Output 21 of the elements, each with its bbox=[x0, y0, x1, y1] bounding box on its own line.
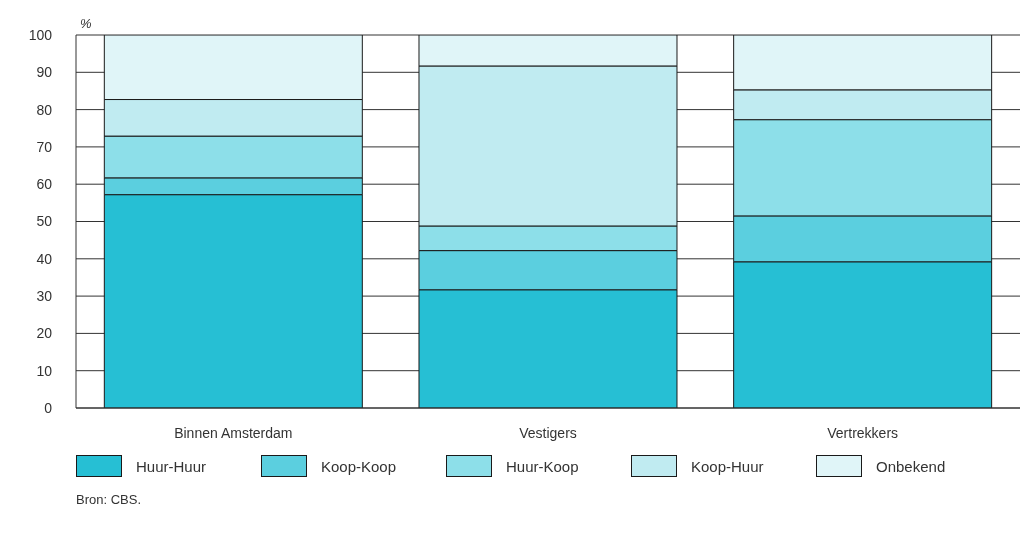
y-tick-label: 10 bbox=[36, 362, 53, 379]
text: Bron: CBS. bbox=[76, 492, 143, 507]
y-axis-title: % bbox=[80, 16, 92, 31]
y-tick-label: 100 bbox=[28, 26, 53, 43]
y-tick-label: 80 bbox=[36, 101, 53, 118]
legend-label: Koop-Koop bbox=[321, 457, 397, 475]
legend-label: Huur-Huur bbox=[136, 457, 207, 475]
y-tick-label: 90 bbox=[36, 64, 53, 81]
x-tick-label: Vestigers bbox=[519, 424, 577, 441]
y-tick-label: 60 bbox=[36, 176, 53, 193]
y-tick-label: 30 bbox=[36, 288, 53, 305]
y-tick-label: 20 bbox=[36, 325, 53, 342]
legend-label: Huur-Koop bbox=[506, 457, 579, 475]
legend-label: Onbekend bbox=[876, 457, 946, 475]
x-tick-label: Binnen Amsterdam bbox=[174, 424, 293, 441]
x-tick-label: Vertrekkers bbox=[827, 424, 899, 441]
y-tick-label: 0 bbox=[44, 399, 53, 416]
legend-label: Koop-Huur bbox=[691, 457, 764, 475]
y-tick-label: 50 bbox=[36, 213, 53, 230]
y-tick-label: 40 bbox=[36, 250, 53, 267]
y-tick-label: 70 bbox=[36, 138, 53, 155]
